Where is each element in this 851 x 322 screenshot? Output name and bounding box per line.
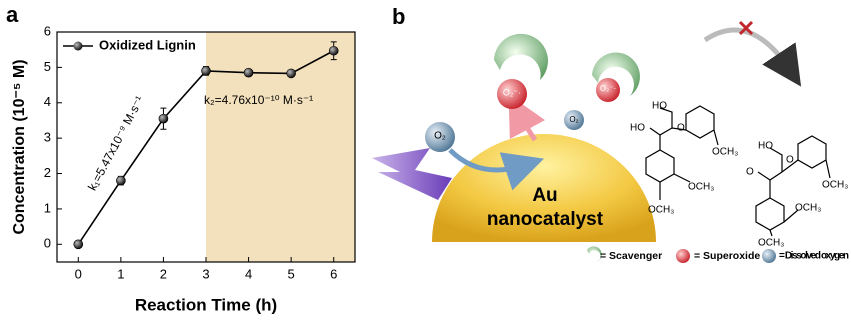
data-point — [243, 67, 254, 78]
legend-text: = Scavenger — [600, 250, 662, 262]
superoxide — [497, 79, 527, 109]
atom-label: OCH₃ — [822, 180, 848, 191]
au-sub: nanocatalyst — [487, 209, 604, 230]
scavenger — [592, 52, 640, 96]
molecule-1: HO HO O OCH₃ OCH₃ OCH₃ — [630, 101, 738, 216]
legend-icon — [676, 249, 690, 263]
au-dome — [432, 134, 656, 242]
atom-label: OCH₃ — [688, 182, 714, 193]
shaded-region — [206, 32, 355, 262]
data-point — [158, 113, 169, 124]
oxygen — [425, 122, 455, 152]
superoxide-label: O₂⁻· — [503, 87, 521, 97]
x-tick-label: 4 — [245, 266, 252, 281]
legend-text: = Superoxide — [694, 250, 760, 262]
annotation: k₂=4.76x10⁻¹⁰ M·s⁻¹ — [204, 93, 313, 107]
legend-label: Oxidized Lignin — [99, 37, 196, 52]
y-tick-label: 0 — [44, 236, 51, 251]
superoxide-label: O₂⁻· — [600, 84, 616, 93]
oxygen — [564, 110, 584, 130]
oxygen-label: O₂ — [434, 131, 446, 142]
data-point — [286, 68, 296, 79]
legend-icon — [762, 249, 776, 263]
atom-label: O — [677, 123, 685, 134]
atom-label: OCH₃ — [795, 203, 821, 214]
superoxide — [596, 78, 620, 102]
y-tick-label: 2 — [44, 165, 51, 180]
atom-label: HO — [652, 101, 667, 112]
chart-a: 0 1 2 3 4 5 6 0 1 2 3 4 5 6 a Reaction Time (h) Concentr… — [6, 2, 356, 314]
atom-label: HO — [630, 123, 645, 134]
atom-label: HO — [758, 141, 773, 152]
data-point — [328, 45, 339, 56]
legend-text: = Dissolved oxygen — [779, 251, 849, 262]
atom-label: O — [786, 155, 794, 166]
y-tick-label: 3 — [44, 130, 51, 145]
molecule-2: HO O O OCH₃ OCH₃ OCH₃ — [746, 135, 848, 249]
atom-label: OCH₃ — [648, 205, 674, 216]
cross — [738, 20, 754, 36]
y-tick-label: 5 — [44, 59, 51, 74]
panel-label: a — [6, 2, 19, 27]
data-point — [73, 239, 84, 250]
arrow — [508, 94, 546, 142]
scavenger — [494, 33, 548, 80]
panel-label: b — [392, 4, 405, 29]
y-tick-label: 6 — [44, 23, 51, 38]
diagram-b: b Au nanocatalyst O₂ O₂ O₂⁻· O₂⁻· HO HO … — [372, 4, 849, 263]
y-axis-label: Concentration (10⁻⁵ M) — [11, 59, 28, 234]
data-point — [201, 66, 211, 76]
annotation: k₁=5.47x10⁻⁹ M·s⁻¹ — [85, 94, 147, 193]
x-tick-label: 1 — [117, 266, 124, 281]
y-tick-label: 4 — [44, 94, 51, 109]
arrow — [448, 148, 544, 191]
au-label: Au — [532, 185, 557, 206]
legend-marker — [73, 41, 83, 51]
x-tick-label: 6 — [330, 266, 337, 281]
arrow — [703, 27, 802, 87]
x-tick-label: 2 — [160, 266, 167, 281]
data-point — [116, 175, 126, 186]
y-tick-label: 1 — [44, 200, 51, 215]
legend-icon — [587, 246, 602, 262]
atom-label: OCH₃ — [758, 238, 784, 249]
x-axis-label: Reaction Time (h) — [135, 295, 277, 314]
light-bolt — [372, 148, 452, 200]
atom-label: OCH₃ — [712, 147, 738, 158]
atom-label: O — [746, 167, 754, 178]
x-tick-label: 3 — [202, 266, 209, 281]
x-tick-label: 0 — [75, 266, 82, 281]
x-tick-label: 5 — [288, 266, 295, 281]
oxygen-label: O₂ — [569, 115, 578, 124]
